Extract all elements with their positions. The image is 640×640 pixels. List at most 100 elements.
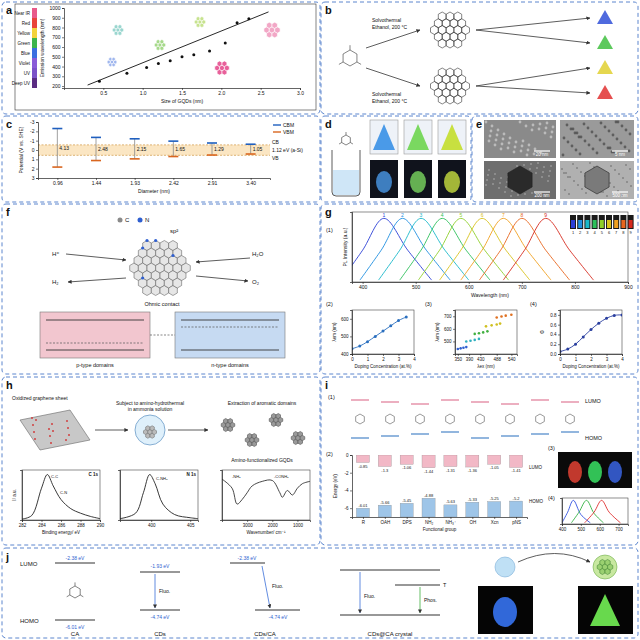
axis xyxy=(560,499,563,525)
texture xyxy=(486,179,488,181)
level-cap xyxy=(130,158,140,160)
band-label: 1.12 eV (a-Si) xyxy=(272,147,303,153)
homo-level xyxy=(381,435,399,436)
tick-label: 500 xyxy=(578,527,586,532)
point xyxy=(473,339,476,342)
sample-label: CDs/CA xyxy=(254,631,276,637)
axis: 0.51.01.52.02.53.0 xyxy=(65,88,305,96)
panel-label: b xyxy=(325,4,332,16)
triangle-gqd xyxy=(597,10,613,24)
axis: 2003004005006007008009001000 xyxy=(49,5,64,89)
texture xyxy=(602,191,604,193)
point xyxy=(459,347,462,350)
vial-glow xyxy=(593,220,597,228)
band-edge xyxy=(181,350,279,351)
tick-mark xyxy=(581,524,582,526)
bond xyxy=(346,132,347,135)
oxygen-group xyxy=(50,442,52,444)
tick: 1.0 xyxy=(140,88,147,96)
tick-mark xyxy=(62,37,64,38)
tick-label: 405 xyxy=(187,523,195,528)
texture xyxy=(614,169,616,171)
tick-label: 600 xyxy=(52,44,61,50)
series-label: 9 xyxy=(544,212,547,218)
point xyxy=(590,328,593,331)
level-label: HOMO xyxy=(20,618,39,624)
tick: Xcn xyxy=(491,517,499,525)
texture xyxy=(537,162,539,164)
point xyxy=(486,330,489,333)
homo-level xyxy=(351,437,369,438)
tick: 1.5 xyxy=(179,88,186,96)
level-cap xyxy=(207,154,217,156)
data-label: -1.41 xyxy=(512,468,522,473)
axis: 01234 xyxy=(351,354,416,362)
arrow xyxy=(360,572,361,613)
data-label: -1.3 xyxy=(381,468,389,473)
tick: 0.0 xyxy=(550,352,560,357)
band-label: VB xyxy=(272,155,279,161)
tick: 3 xyxy=(32,175,38,181)
tick: 600 xyxy=(341,317,352,322)
texture xyxy=(545,127,548,130)
tick-label: Xcn xyxy=(491,520,499,525)
tick-label: 350 xyxy=(455,357,463,362)
texture xyxy=(549,170,551,172)
texture xyxy=(547,180,549,182)
tick-mark xyxy=(607,354,608,356)
tick: 900 xyxy=(624,282,633,290)
tick: pNS xyxy=(512,517,521,525)
tick: 2 xyxy=(590,354,593,362)
level-bar xyxy=(444,455,457,467)
level-cap xyxy=(168,156,178,158)
texture xyxy=(583,123,586,126)
band-edge xyxy=(46,320,144,321)
photo xyxy=(438,120,466,154)
tick-mark xyxy=(622,354,623,356)
spectrum-segment xyxy=(32,68,37,78)
hexagon xyxy=(275,27,280,33)
oxygen-group xyxy=(49,435,51,437)
texture xyxy=(517,194,519,196)
tick-label: 4 xyxy=(413,357,416,362)
tick-mark xyxy=(350,473,352,474)
level-line xyxy=(55,562,95,563)
condition: Ethanol, 200 °C xyxy=(372,98,407,104)
texture xyxy=(565,172,567,174)
tick-label: 700 xyxy=(518,284,527,290)
panel-border xyxy=(321,377,638,545)
vial-label: 2 xyxy=(579,230,582,235)
tick-mark xyxy=(429,517,430,519)
condition: Ethanol, 200 °C xyxy=(372,24,407,30)
texture xyxy=(502,138,505,141)
tick-label: 0 xyxy=(559,357,562,362)
oxygen-group xyxy=(67,427,69,429)
domain-label: n-type domains xyxy=(211,362,249,368)
tick-label: 2000 xyxy=(268,523,279,528)
vial xyxy=(628,215,634,229)
tick-mark xyxy=(62,8,64,9)
bond xyxy=(80,595,83,597)
panel-border xyxy=(321,2,638,114)
texture xyxy=(511,190,513,192)
tick-mark xyxy=(350,490,352,491)
tick-mark xyxy=(62,47,64,48)
tick: 3 xyxy=(398,354,401,362)
tick-label: 0 xyxy=(346,453,349,458)
texture xyxy=(610,165,612,167)
tick-mark xyxy=(453,316,455,317)
spectrum-segment xyxy=(32,8,37,18)
texture xyxy=(607,147,610,150)
subplot-label: (4) xyxy=(548,495,555,501)
panel-label: j xyxy=(5,551,9,563)
line xyxy=(88,12,269,85)
species-label: H₂O xyxy=(252,251,264,257)
range-line xyxy=(173,141,174,156)
tick: 286 xyxy=(58,520,66,528)
data-label: -5.25 xyxy=(490,496,500,501)
texture xyxy=(534,148,537,151)
tick: 1 xyxy=(575,354,578,362)
axis: 400500600 xyxy=(341,311,353,357)
data-label: -5.63 xyxy=(446,499,456,504)
step-label: Extraction of aromatic domains xyxy=(228,400,297,406)
